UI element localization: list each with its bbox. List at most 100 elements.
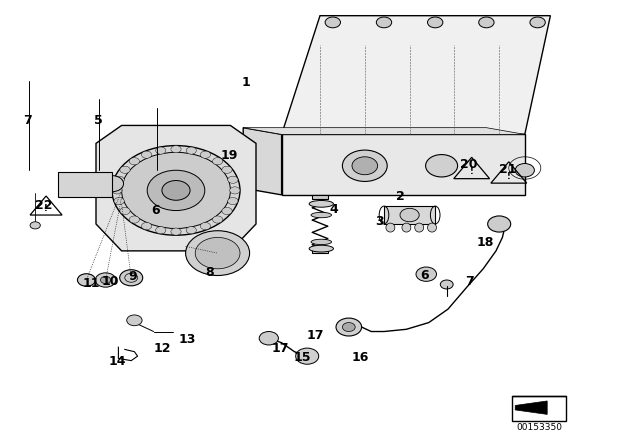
Circle shape xyxy=(530,17,545,28)
Ellipse shape xyxy=(428,223,436,232)
Circle shape xyxy=(259,332,278,345)
Polygon shape xyxy=(282,16,550,134)
Circle shape xyxy=(212,216,223,223)
Circle shape xyxy=(120,207,130,215)
Circle shape xyxy=(228,198,238,205)
Text: 17: 17 xyxy=(271,342,289,355)
Circle shape xyxy=(114,198,124,205)
Circle shape xyxy=(426,155,458,177)
Ellipse shape xyxy=(311,212,332,218)
Circle shape xyxy=(230,187,240,194)
Text: 11: 11 xyxy=(83,277,100,290)
Circle shape xyxy=(200,223,211,230)
Text: 7: 7 xyxy=(23,114,32,128)
Polygon shape xyxy=(96,125,256,251)
Circle shape xyxy=(296,348,319,364)
Circle shape xyxy=(186,147,196,154)
Text: 2: 2 xyxy=(396,190,404,203)
Ellipse shape xyxy=(415,223,424,232)
Text: 4: 4 xyxy=(330,203,339,216)
Circle shape xyxy=(100,276,111,284)
Text: 6: 6 xyxy=(420,269,429,282)
Circle shape xyxy=(147,170,205,211)
Circle shape xyxy=(156,147,166,154)
Circle shape xyxy=(212,158,223,165)
Circle shape xyxy=(228,176,238,183)
Circle shape xyxy=(112,146,240,235)
Circle shape xyxy=(428,17,443,28)
Circle shape xyxy=(127,315,142,326)
Circle shape xyxy=(416,267,436,281)
Text: 8: 8 xyxy=(205,266,214,279)
Text: 19: 19 xyxy=(220,149,238,162)
Circle shape xyxy=(440,280,453,289)
Circle shape xyxy=(141,223,152,230)
Circle shape xyxy=(222,207,232,215)
Bar xyxy=(312,249,328,253)
Circle shape xyxy=(336,318,362,336)
Circle shape xyxy=(479,17,494,28)
Text: 10: 10 xyxy=(101,275,119,288)
Circle shape xyxy=(488,216,511,232)
Polygon shape xyxy=(515,401,547,414)
Text: 18: 18 xyxy=(476,236,494,250)
Bar xyxy=(384,206,435,224)
Text: 1: 1 xyxy=(242,76,251,90)
Circle shape xyxy=(400,208,419,222)
Bar xyxy=(512,396,566,421)
Circle shape xyxy=(129,216,140,223)
Polygon shape xyxy=(282,134,525,195)
Circle shape xyxy=(171,146,181,153)
Text: !: ! xyxy=(507,172,511,181)
Circle shape xyxy=(30,222,40,229)
Text: 17: 17 xyxy=(307,328,324,342)
Polygon shape xyxy=(243,128,525,134)
Circle shape xyxy=(342,323,355,332)
Circle shape xyxy=(515,164,534,177)
Circle shape xyxy=(100,176,124,192)
Circle shape xyxy=(120,166,130,173)
Text: !: ! xyxy=(44,204,48,213)
Polygon shape xyxy=(243,128,282,195)
Text: 12: 12 xyxy=(153,342,171,355)
Circle shape xyxy=(129,158,140,165)
Text: 16: 16 xyxy=(351,351,369,364)
Ellipse shape xyxy=(311,239,332,245)
Text: 3: 3 xyxy=(375,215,384,228)
Circle shape xyxy=(200,151,211,158)
Ellipse shape xyxy=(309,246,333,252)
Ellipse shape xyxy=(309,200,333,207)
Circle shape xyxy=(141,151,152,158)
Circle shape xyxy=(325,17,340,28)
Text: 00153350: 00153350 xyxy=(516,423,563,432)
Circle shape xyxy=(186,231,250,276)
Circle shape xyxy=(162,181,190,200)
Bar xyxy=(58,172,112,197)
Bar xyxy=(312,195,328,199)
Text: 14: 14 xyxy=(108,355,126,369)
Ellipse shape xyxy=(386,223,395,232)
Circle shape xyxy=(77,274,95,286)
Circle shape xyxy=(195,237,240,269)
Text: 21: 21 xyxy=(499,163,516,176)
Text: 9: 9 xyxy=(129,270,138,284)
Text: 22: 22 xyxy=(35,198,52,212)
Circle shape xyxy=(112,187,122,194)
Circle shape xyxy=(122,152,230,228)
Text: !: ! xyxy=(470,167,474,176)
Circle shape xyxy=(114,176,124,183)
Circle shape xyxy=(171,228,181,235)
Circle shape xyxy=(376,17,392,28)
Circle shape xyxy=(342,150,387,181)
Text: 7: 7 xyxy=(465,275,474,288)
Text: 5: 5 xyxy=(93,114,102,128)
Circle shape xyxy=(352,157,378,175)
Text: 13: 13 xyxy=(179,333,196,346)
Circle shape xyxy=(120,270,143,286)
Text: 6: 6 xyxy=(151,204,160,217)
Text: 20: 20 xyxy=(460,158,477,172)
Text: 15: 15 xyxy=(294,351,312,364)
Ellipse shape xyxy=(402,223,411,232)
Circle shape xyxy=(222,166,232,173)
Circle shape xyxy=(156,227,166,234)
